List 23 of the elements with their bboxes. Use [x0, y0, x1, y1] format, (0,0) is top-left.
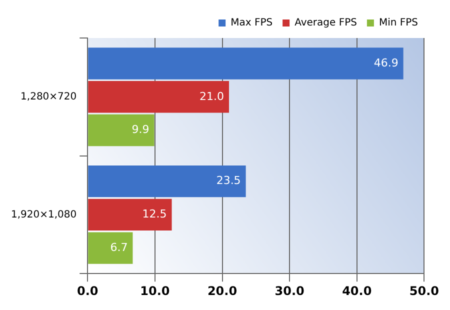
data-label: 21.0 — [199, 90, 224, 103]
legend-label: Average FPS — [294, 18, 357, 29]
y-tick-label: 1,920×1,080 — [10, 209, 77, 220]
data-label: 9.9 — [132, 123, 150, 136]
x-tick-label: 0.0 — [77, 284, 98, 298]
x-tick-label: 50.0 — [409, 284, 439, 298]
legend-label: Min FPS — [378, 18, 418, 29]
bar — [88, 165, 246, 198]
data-label: 12.5 — [142, 208, 167, 221]
data-label: 46.9 — [374, 56, 398, 70]
x-tick-label: 30.0 — [274, 284, 304, 298]
bar — [88, 48, 404, 80]
x-tick-label: 20.0 — [207, 284, 238, 298]
x-tick-label: 40.0 — [342, 284, 372, 298]
y-tick-label: 1,280×720 — [20, 91, 77, 102]
data-label: 23.5 — [216, 174, 241, 188]
bar — [88, 198, 172, 231]
legend-label: Max FPS — [230, 18, 273, 29]
data-label: 6.7 — [110, 240, 128, 254]
bar — [88, 81, 229, 113]
bar — [88, 232, 133, 264]
x-tick-label: 10.0 — [140, 284, 170, 298]
bar — [88, 114, 154, 146]
